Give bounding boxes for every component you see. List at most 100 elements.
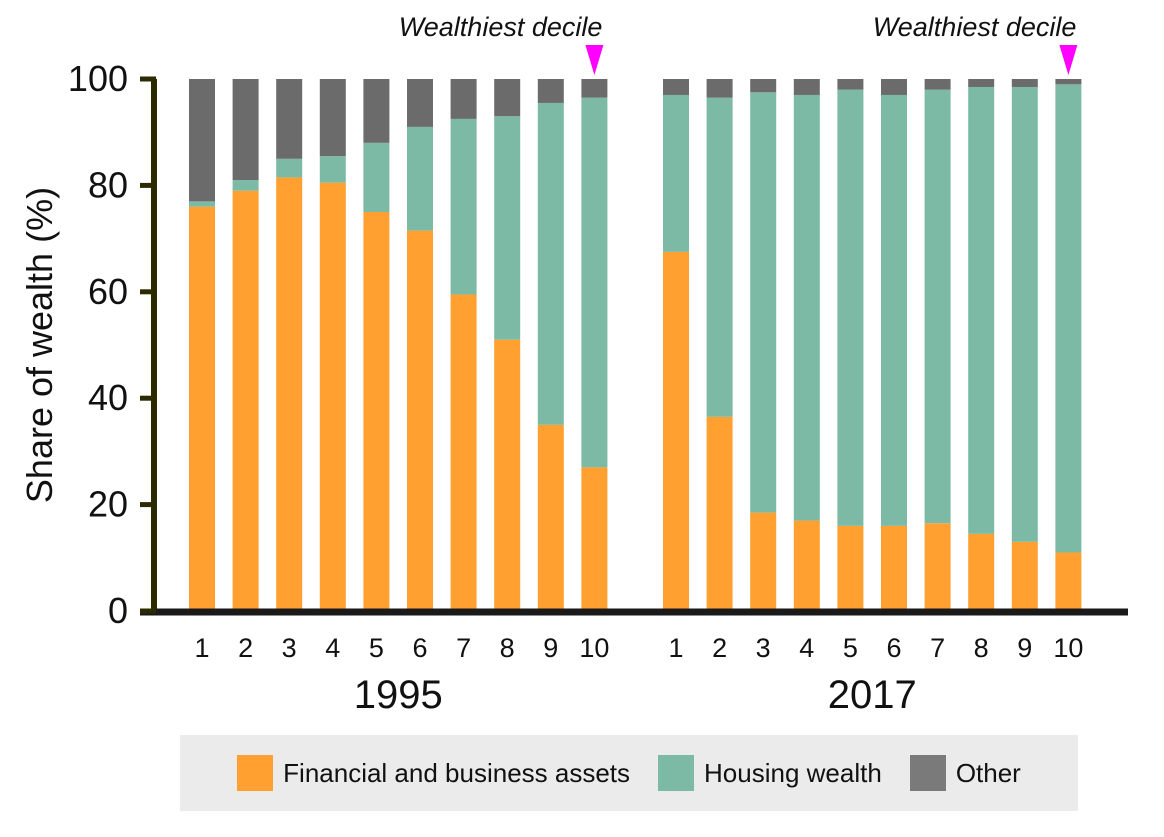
bar-1995-3-financial-and-business-assets <box>276 177 303 612</box>
bar-1995-6-financial-and-business-assets <box>407 230 433 611</box>
annotation-wealthiest-decile-1995: Wealthiest decile <box>399 12 603 42</box>
bar-2017-5-other <box>837 79 864 90</box>
x-tick-2017-2: 2 <box>712 633 727 663</box>
x-tick-1995-4: 4 <box>325 633 340 663</box>
bar-2017-8-housing-wealth <box>968 86 995 534</box>
bar-1995-2-housing-wealth <box>232 180 259 191</box>
bar-2017-8-other <box>968 79 995 87</box>
x-tick-2017-5: 5 <box>843 633 858 663</box>
bar-2017-8-financial-and-business-assets <box>968 533 995 611</box>
legend-item-housing: Housing wealth <box>658 755 882 791</box>
bar-1995-5-other <box>363 79 390 143</box>
bar-1995-5-financial-and-business-assets <box>363 212 390 611</box>
bar-2017-7-housing-wealth <box>924 89 951 524</box>
bar-2017-1-financial-and-business-assets <box>663 251 689 611</box>
y-tick-80: 80 <box>88 164 128 205</box>
x-tick-1995-5: 5 <box>369 633 384 663</box>
x-tick-2017-7: 7 <box>930 633 945 663</box>
bar-1995-3-other <box>276 79 303 159</box>
bar-1995-8-financial-and-business-assets <box>494 339 521 611</box>
bar-2017-9-other <box>1011 79 1038 87</box>
annotation-marker-2017 <box>1059 45 1078 75</box>
bar-2017-3-financial-and-business-assets <box>750 512 777 611</box>
bar-2017-4-housing-wealth <box>793 94 820 521</box>
bar-2017-3-housing-wealth <box>750 92 777 513</box>
bar-2017-6-housing-wealth <box>881 94 907 526</box>
bar-2017-6-other <box>881 79 907 95</box>
bar-2017-2-housing-wealth <box>706 97 733 417</box>
bar-1995-1-other <box>189 79 215 202</box>
bar-1995-10-other <box>581 79 608 98</box>
y-tick-100: 100 <box>68 58 128 99</box>
legend-label-other: Other <box>955 757 1021 788</box>
bar-2017-2-other <box>706 79 733 98</box>
bar-1995-9-other <box>537 79 564 103</box>
bar-2017-4-financial-and-business-assets <box>793 520 820 611</box>
bar-2017-3-other <box>750 79 777 93</box>
bar-1995-4-housing-wealth <box>319 156 346 183</box>
bar-2017-6-financial-and-business-assets <box>881 525 907 611</box>
bar-2017-9-financial-and-business-assets <box>1011 541 1038 611</box>
bar-1995-2-financial-and-business-assets <box>232 190 259 611</box>
legend-item-other: Other <box>909 755 1021 791</box>
bar-1995-7-financial-and-business-assets <box>450 294 477 611</box>
bar-1995-6-housing-wealth <box>407 126 433 231</box>
legend-label-financial: Financial and business assets <box>283 757 631 788</box>
x-tick-2017-9: 9 <box>1017 633 1032 663</box>
y-tick-20: 20 <box>88 484 128 525</box>
bar-1995-4-other <box>319 79 346 157</box>
annotation-wealthiest-decile-2017: Wealthiest decile <box>873 12 1077 42</box>
x-tick-2017-1: 1 <box>668 633 683 663</box>
annotation-marker-1995 <box>585 45 604 75</box>
bar-2017-10-financial-and-business-assets <box>1055 552 1082 611</box>
bar-2017-7-financial-and-business-assets <box>924 523 951 611</box>
bar-1995-9-financial-and-business-assets <box>537 424 564 611</box>
group-label-1995: 1995 <box>354 673 443 717</box>
bar-2017-4-other <box>793 79 820 95</box>
bar-1995-3-housing-wealth <box>276 158 303 178</box>
bar-1995-9-housing-wealth <box>537 102 564 425</box>
bar-2017-1-housing-wealth <box>663 94 689 252</box>
legend-label-housing: Housing wealth <box>704 757 882 788</box>
bar-2017-9-housing-wealth <box>1011 86 1038 542</box>
x-tick-2017-4: 4 <box>799 633 814 663</box>
x-tick-1995-10: 10 <box>579 633 609 663</box>
y-tick-40: 40 <box>88 377 128 418</box>
y-tick-60: 60 <box>88 271 128 312</box>
bar-1995-7-other <box>450 79 477 119</box>
bar-2017-5-financial-and-business-assets <box>837 525 864 611</box>
legend-swatch-housing <box>658 755 695 791</box>
bar-2017-2-financial-and-business-assets <box>706 416 733 611</box>
bar-2017-7-other <box>924 79 951 90</box>
bar-1995-8-other <box>494 79 521 117</box>
x-tick-1995-7: 7 <box>456 633 471 663</box>
y-axis-label: Share of wealth (%) <box>19 187 60 503</box>
bar-1995-6-other <box>407 79 433 127</box>
bar-2017-5-housing-wealth <box>837 89 864 526</box>
bars-layer <box>189 79 1082 612</box>
x-tick-1995-6: 6 <box>412 633 427 663</box>
group-label-2017: 2017 <box>828 673 917 717</box>
bar-2017-1-other <box>663 79 689 95</box>
bar-2017-10-other <box>1055 79 1082 85</box>
x-tick-1995-3: 3 <box>282 633 297 663</box>
x-tick-1995-1: 1 <box>194 633 209 663</box>
bar-1995-7-housing-wealth <box>450 118 477 295</box>
bar-1995-10-housing-wealth <box>581 97 608 468</box>
legend-swatch-other <box>909 755 946 791</box>
axes-layer <box>140 76 1128 616</box>
x-tick-2017-10: 10 <box>1053 633 1083 663</box>
x-tick-2017-6: 6 <box>886 633 901 663</box>
bar-2017-10-housing-wealth <box>1055 84 1082 553</box>
bar-1995-8-housing-wealth <box>494 116 521 340</box>
legend-swatch-financial <box>237 755 274 791</box>
bar-1995-4-financial-and-business-assets <box>319 182 346 612</box>
bar-1995-1-housing-wealth <box>189 201 215 207</box>
x-tick-1995-9: 9 <box>543 633 558 663</box>
x-tick-1995-2: 2 <box>238 633 253 663</box>
bar-1995-1-financial-and-business-assets <box>189 206 215 611</box>
legend-item-financial: Financial and business assets <box>237 755 630 791</box>
x-tick-1995-8: 8 <box>500 633 515 663</box>
